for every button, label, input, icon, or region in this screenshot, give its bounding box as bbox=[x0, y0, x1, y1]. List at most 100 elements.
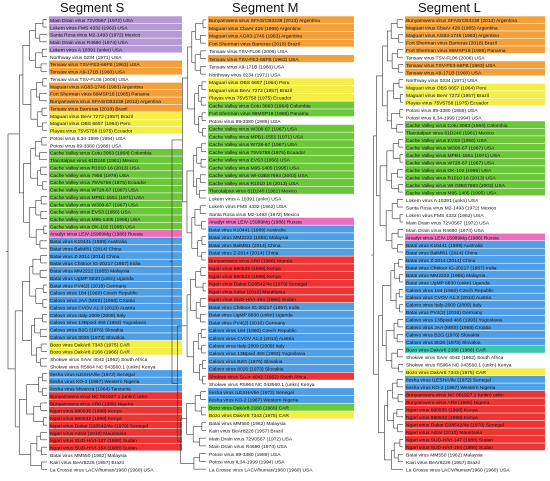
leaf-label: Calovo virus CVOV A1.3 (2013) Austria bbox=[209, 336, 294, 342]
leaf-label: Ngari virus 880532 (1998) Kenya bbox=[209, 274, 281, 280]
leaf-label: Bozo virus DakAr8 2166 (1966) CAR bbox=[209, 405, 289, 411]
leaf-highlight bbox=[49, 443, 182, 451]
leaf-label: Cache Valley virus OK-102 (1995) USA bbox=[50, 224, 136, 230]
leaf-label: Anadyr virus LEIV-15989Mg (1986) Russia bbox=[406, 235, 499, 241]
leaf-label: Lokern virus FMS 4332 (1962) USA bbox=[209, 204, 287, 210]
panel-title-segment-m: Segment M bbox=[232, 0, 299, 15]
leaf-label: Potosi virus 89-3380 (1989) USA bbox=[50, 143, 122, 149]
leaf-label: Main Drain virus 72V0567 (1972) USA bbox=[50, 18, 134, 24]
leaf-highlight bbox=[208, 132, 354, 140]
leaf-highlight bbox=[405, 300, 545, 308]
leaf-label: Cache Valley virus 75V5758 (1975) Ecuado… bbox=[209, 150, 306, 156]
leaf-highlight bbox=[208, 16, 354, 24]
leaf-highlight bbox=[405, 46, 545, 54]
leaf-label: Batai virus BalMl61 (2014) China bbox=[209, 243, 281, 249]
leaf-highlight bbox=[208, 279, 354, 287]
leaf-label: Tensaw virus A9-171B (1960) USA bbox=[50, 70, 126, 76]
leaf-label: Kairi virus BeAr8226 (1957) Brazil bbox=[50, 460, 124, 466]
leaf-highlight bbox=[405, 323, 545, 331]
leaf-label: Calovo virus Italy-2009 (2009) Italy bbox=[406, 303, 482, 309]
leaf-highlight bbox=[49, 406, 182, 414]
leaf-highlight bbox=[405, 241, 545, 248]
leaf-label: Calovo virus 8026 (1973) Slovakia bbox=[50, 335, 125, 341]
leaf-label: Bunyamwera virus SFASrCB3238 (2013) Arge… bbox=[50, 99, 161, 105]
leaf-label: Main Drain virus R4680 (1974) USA bbox=[209, 444, 288, 450]
leaf-label: Batai virus K10441 (1989) Australia bbox=[50, 239, 127, 245]
leaf-highlight bbox=[49, 414, 182, 422]
leaf-label: Kairi virus BeAr8226 (1957) Brazil bbox=[209, 429, 283, 435]
leaf-highlight bbox=[208, 357, 354, 365]
leaf-label: Batai virus Chittoor IG-20217 (1957) Ind… bbox=[406, 265, 497, 271]
leaf-highlight bbox=[405, 271, 545, 278]
leaf-label: Calovo virus B2G (1976) Slovakia bbox=[209, 359, 283, 365]
leaf-label: Tensaw virus A9-171B (1960) USA bbox=[406, 70, 482, 76]
leaf-highlight bbox=[49, 259, 182, 267]
leaf-label: Maguari virus AG83-1746 (1983) Argentina bbox=[50, 84, 143, 90]
leaf-label: Batai virus MM550 (1962) Malaysia bbox=[209, 421, 286, 427]
leaf-highlight bbox=[405, 188, 545, 196]
leaf-label: Cache Valley virus EVS3 (1956) USA bbox=[406, 138, 488, 144]
leaf-label: Calovo virus CVOV A1.3 (2013) Austria bbox=[406, 295, 491, 301]
leaf-highlight bbox=[208, 55, 354, 63]
leaf-label: Ilesha virus Mwanza (1964) Tanzania bbox=[50, 387, 131, 393]
leaf-highlight bbox=[208, 403, 354, 411]
leaf-highlight bbox=[208, 217, 354, 225]
leaf-label: Maguari virus AG83-1746 (1983) Argentina bbox=[406, 33, 499, 39]
leaf-highlight bbox=[208, 271, 354, 280]
panel-title-segment-s: Segment S bbox=[60, 0, 125, 15]
leaf-label: Cache Valley virus WI-03BS7693 (2003) US… bbox=[406, 183, 506, 189]
leaf-label: Shokwe virus R5964 NC 043560.1 (unkn) Ke… bbox=[209, 382, 315, 388]
leaf-highlight bbox=[49, 347, 182, 355]
leaf-label: Cache Valley virus MPB1-1551 (1971) USA bbox=[406, 153, 501, 159]
leaf-label: Batai virus PV4(2) (2016) Germany bbox=[50, 283, 127, 289]
leaf-label: Batai virus BalMl61 (2014) China bbox=[406, 250, 478, 256]
leaf-highlight bbox=[208, 287, 354, 295]
leaf-highlight bbox=[405, 398, 545, 406]
leaf-highlight bbox=[208, 364, 354, 373]
leaf-label: Shokwe virus SAAr 4042 (1962) South Afri… bbox=[50, 357, 148, 363]
leaf-highlight bbox=[208, 124, 354, 132]
leaf-label: Main Drain virus 72V0567 (1972) USA bbox=[406, 220, 490, 226]
leaf-highlight bbox=[208, 264, 354, 272]
leaf-label: Calovo virus 13Bpoid 466 (1993) Yugoslav… bbox=[50, 320, 146, 326]
leaf-highlight bbox=[405, 136, 545, 144]
leaf-label: Northway virus 0234 (1971) USA bbox=[406, 78, 478, 84]
leaf-highlight bbox=[405, 368, 545, 376]
leaf-highlight bbox=[208, 178, 354, 187]
leaf-label: Ngari virus 880535 (1998) Kenya bbox=[406, 408, 478, 414]
leaf-highlight bbox=[405, 263, 545, 271]
leaf-label: Batai virus MM550 (1962) Malaysia bbox=[50, 453, 127, 459]
leaf-highlight bbox=[49, 436, 182, 444]
leaf-label: Cache Valley virus W308-67 (1967) USA bbox=[406, 145, 495, 151]
leaf-highlight bbox=[208, 163, 354, 171]
leaf-highlight bbox=[405, 345, 545, 353]
leaf-label: La Crosse virus LACV/human/1960 (1960) U… bbox=[209, 467, 313, 473]
leaf-label: Maguari virus BeAr 7272 (1957) Brazil bbox=[209, 88, 292, 94]
leaf-highlight bbox=[405, 158, 545, 166]
leaf-highlight bbox=[405, 293, 545, 301]
leaf-label: Bozo virus DakAr8 7343 (1975) CAR bbox=[406, 370, 486, 376]
leaf-label: Bunyamwera virus AR8 (1986) Nigeria bbox=[406, 400, 489, 406]
leaf-highlight bbox=[49, 178, 182, 186]
leaf-label: Cache Valley virus OK-102 (1995) USA bbox=[406, 168, 492, 174]
leaf-label: Cache Valley virus W728-67 (1967) USA bbox=[406, 160, 495, 166]
leaf-highlight bbox=[208, 101, 354, 109]
leaf-label: Bozo virus DakAr8 2166 (1966) CAR bbox=[406, 348, 486, 354]
leaf-label: Tensaw virus TSV-FE3-66FB (1963) USA bbox=[50, 62, 140, 68]
leaf-label: Fort Sherman virus Barreras (2018) Brazi… bbox=[406, 41, 497, 47]
leaf-label: Playas virus 75V5758 (1975) Ecuador bbox=[209, 96, 292, 102]
leaf-label: Cache Valley virus M95-1405 (1995) USA bbox=[209, 165, 300, 171]
leaf-label: Cache Valley virus MPB1-1551 (1971) USA bbox=[209, 134, 304, 140]
leaf-highlight bbox=[405, 98, 545, 106]
leaf-highlight bbox=[208, 333, 354, 342]
leaf-highlight bbox=[405, 286, 545, 293]
leaf-highlight bbox=[49, 230, 182, 237]
leaf-label: Tlacotalpan virus 61D240 (1961) Mexico bbox=[50, 158, 138, 164]
leaf-highlight bbox=[208, 240, 354, 249]
leaf-highlight bbox=[208, 39, 354, 47]
leaf-label: Cache Valley virus R1010 16 (2013) USA bbox=[50, 165, 140, 171]
leaf-label: Tensaw virus TSV-FL06 (2006) USA bbox=[50, 77, 129, 83]
leaf-label: Fort Sherman virus 86MSP18 (1985) Panama bbox=[209, 111, 309, 117]
leaf-label: Lokern virus FMS 4332 (1962) USA bbox=[406, 213, 484, 219]
